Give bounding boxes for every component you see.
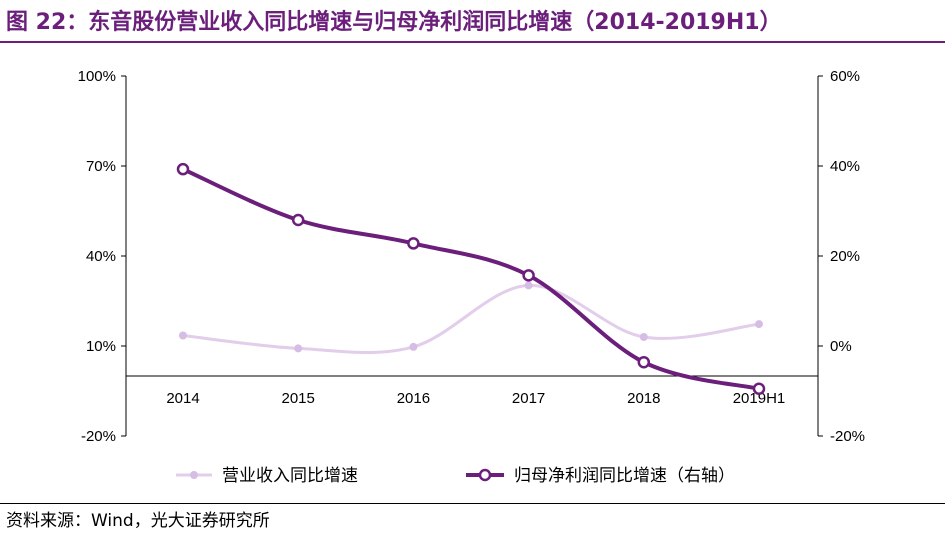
y-left-tick-label: 100% (78, 68, 116, 85)
title-divider (0, 41, 945, 43)
x-tick-label: 2019H1 (733, 390, 786, 407)
series-line-2 (182, 167, 760, 391)
legend-label-1: 营业收入同比增速 (222, 466, 358, 486)
profit-point (291, 213, 305, 227)
profit-point (176, 162, 190, 176)
revenue-point (409, 342, 418, 351)
profit-point (522, 269, 535, 282)
revenue-point (639, 333, 648, 341)
y-left-tick-label: 10% (86, 338, 116, 355)
y-left-tick-label: -20% (81, 428, 116, 445)
revenue-point (179, 331, 187, 340)
profit-point (752, 382, 766, 395)
legend-label-2: 归母净利润同比增速（右轴） (514, 466, 735, 486)
legend-marker-profit (478, 468, 492, 482)
series-line-1 (182, 283, 760, 354)
revenue-point (294, 344, 303, 353)
x-tick-label: 2018 (627, 390, 660, 407)
x-tick-label: 2014 (166, 390, 199, 407)
y-right-tick-label: 40% (830, 158, 860, 175)
x-tick-label: 2017 (512, 390, 545, 407)
y-right-tick-label: 0% (830, 338, 852, 355)
source-divider (0, 503, 945, 504)
y-left-tick-label: 70% (86, 158, 116, 175)
source-note: 资料来源：Wind，光大证券研究所 (6, 511, 270, 531)
series-layer (176, 162, 766, 395)
y-right-tick-label: 20% (830, 248, 860, 265)
axes-layer: -20% 10% 40% 70% 100% -20% 0% 20% 40% 60% 2014 2015… (78, 68, 865, 445)
chart-title: 图 22：东音股份营业收入同比增速与归母净利润同比增速（2014-2019H1） (6, 10, 782, 35)
legend: 营业收入同比增速 归母净利润同比增速（右轴） (176, 466, 735, 486)
profit-point (407, 237, 420, 250)
x-tick-label: 2015 (282, 390, 315, 407)
legend-marker-revenue (190, 471, 198, 479)
x-tick-label: 2016 (397, 390, 430, 407)
y-right-tick-label: 60% (830, 68, 860, 85)
revenue-point (755, 320, 763, 329)
revenue-point (524, 281, 533, 290)
profit-point (637, 355, 651, 369)
y-left-tick-label: 40% (86, 248, 116, 265)
y-right-tick-label: -20% (830, 428, 865, 445)
